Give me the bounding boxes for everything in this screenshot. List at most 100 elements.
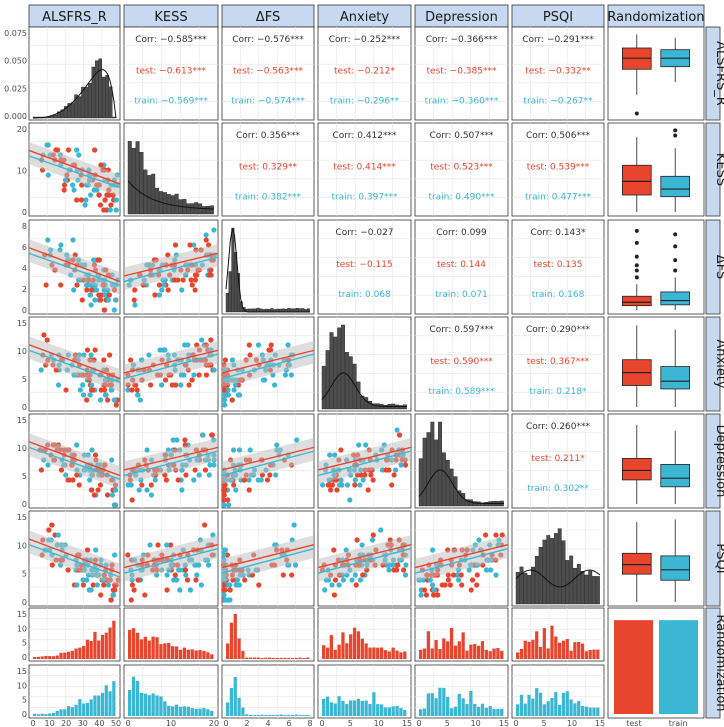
hist-bar-5 <box>523 572 528 605</box>
scatter-point <box>187 242 193 248</box>
rand-bar-test <box>256 657 260 659</box>
scatter-point <box>105 397 111 403</box>
scatter-point <box>222 597 228 603</box>
rand-bar-test <box>306 657 310 659</box>
scatter-point <box>358 472 364 478</box>
rand-bar-train <box>588 707 592 716</box>
y-tick-0: 0.000 <box>4 112 27 121</box>
rand-bar-test <box>465 650 469 659</box>
y-tick-2: 6 <box>22 243 27 252</box>
rand-bar-train <box>283 714 287 716</box>
rand-bar-train <box>500 708 504 716</box>
rand-bar-train <box>40 713 44 716</box>
hist-bar-5 <box>588 570 593 605</box>
scatter-point <box>80 577 86 583</box>
scatter-point <box>148 482 154 488</box>
x-tick-0: 40 <box>94 719 104 727</box>
scatter-point <box>159 287 165 293</box>
box-outlier-test <box>634 263 639 268</box>
corr-panel-12-frame <box>414 316 509 412</box>
scatter-point <box>289 572 295 578</box>
rand-bar-test <box>151 636 155 659</box>
scatter-point <box>329 582 335 588</box>
scatter-point <box>246 342 252 348</box>
scatter-point <box>378 527 384 533</box>
randomization-bar-test <box>614 620 653 714</box>
fit-band <box>124 243 218 291</box>
rand-bar-test <box>104 632 108 659</box>
fit-band <box>318 535 411 582</box>
scatter-point <box>111 397 117 403</box>
rand-bar-train <box>379 704 384 716</box>
y-tick-0: 0.025 <box>4 84 27 93</box>
scatter-point <box>389 482 395 488</box>
scatter-point <box>87 477 93 483</box>
scatter-point <box>112 487 118 493</box>
fit-line-test <box>221 544 315 569</box>
scatter-point <box>435 592 441 598</box>
scatter-point <box>165 287 171 293</box>
column-label-1: KESS <box>154 10 187 25</box>
rand-bar-test <box>290 657 295 659</box>
fit-line-test <box>317 446 412 471</box>
scatter-point <box>183 472 189 478</box>
rand-bar-train <box>210 710 214 716</box>
rand-bar-test <box>395 650 399 659</box>
scatter-point <box>177 587 183 593</box>
scatter-point <box>45 237 51 243</box>
column-label-3: Anxiety <box>340 10 390 25</box>
rand-bar-train <box>360 700 364 716</box>
scatter-point <box>76 152 82 158</box>
rand-bar-train <box>577 701 581 716</box>
scatter-point <box>146 352 152 358</box>
rand-bar-train <box>569 699 573 716</box>
fit-band <box>29 433 120 489</box>
scatter-point <box>89 487 95 493</box>
y-tick-6: 10 <box>17 624 27 633</box>
box-outlier-test <box>634 111 639 116</box>
scatter-point <box>163 377 169 383</box>
scatter-point <box>344 482 351 488</box>
scatter-point <box>266 347 272 353</box>
fit-band <box>222 437 314 485</box>
scatter-point <box>61 182 68 188</box>
hist-bar-4 <box>480 502 485 507</box>
hist-bar-5 <box>542 539 547 605</box>
rand-bar-test <box>264 657 268 659</box>
rand-bar-train <box>135 680 140 716</box>
y-tick-3: 15 <box>17 319 27 328</box>
rand-bar-test <box>430 648 434 659</box>
hist-bar-0 <box>112 116 116 119</box>
hist-bar-0 <box>101 76 106 119</box>
hist-bar-4 <box>465 499 470 507</box>
rand-bar-train <box>287 714 291 716</box>
rand-bar-train <box>85 702 90 716</box>
fit-line-train <box>221 353 315 380</box>
rand-bar-test <box>333 649 337 659</box>
hist-bar-3 <box>333 336 338 410</box>
rand-bar-test <box>516 652 520 659</box>
rand-bar-test <box>163 643 167 659</box>
scatter-point <box>368 472 374 478</box>
corr-panel-4-frame <box>511 26 605 121</box>
scatter-point <box>233 582 239 588</box>
scatter-point <box>71 187 77 193</box>
hist-bar-3 <box>360 395 365 410</box>
scatter-point <box>391 472 397 478</box>
scatter-point <box>49 522 55 528</box>
hist-bar-2 <box>295 307 299 313</box>
rand-bar-train <box>430 693 434 716</box>
y-tick-5: 10 <box>17 541 27 550</box>
row-strip-4 <box>705 413 721 509</box>
scatter-point <box>91 187 97 193</box>
rand-bar-test <box>89 641 93 659</box>
row-label-4: Depression <box>713 425 724 498</box>
rand-bar-test <box>561 640 566 659</box>
x-tick-2: 4 <box>265 719 270 727</box>
scatter-point <box>91 492 97 498</box>
rand-bar-test <box>535 631 539 659</box>
rand-bar-test <box>565 639 569 659</box>
rand-bar-test <box>271 657 276 659</box>
scatter-point <box>427 577 433 583</box>
rand-bar-test <box>294 657 298 659</box>
